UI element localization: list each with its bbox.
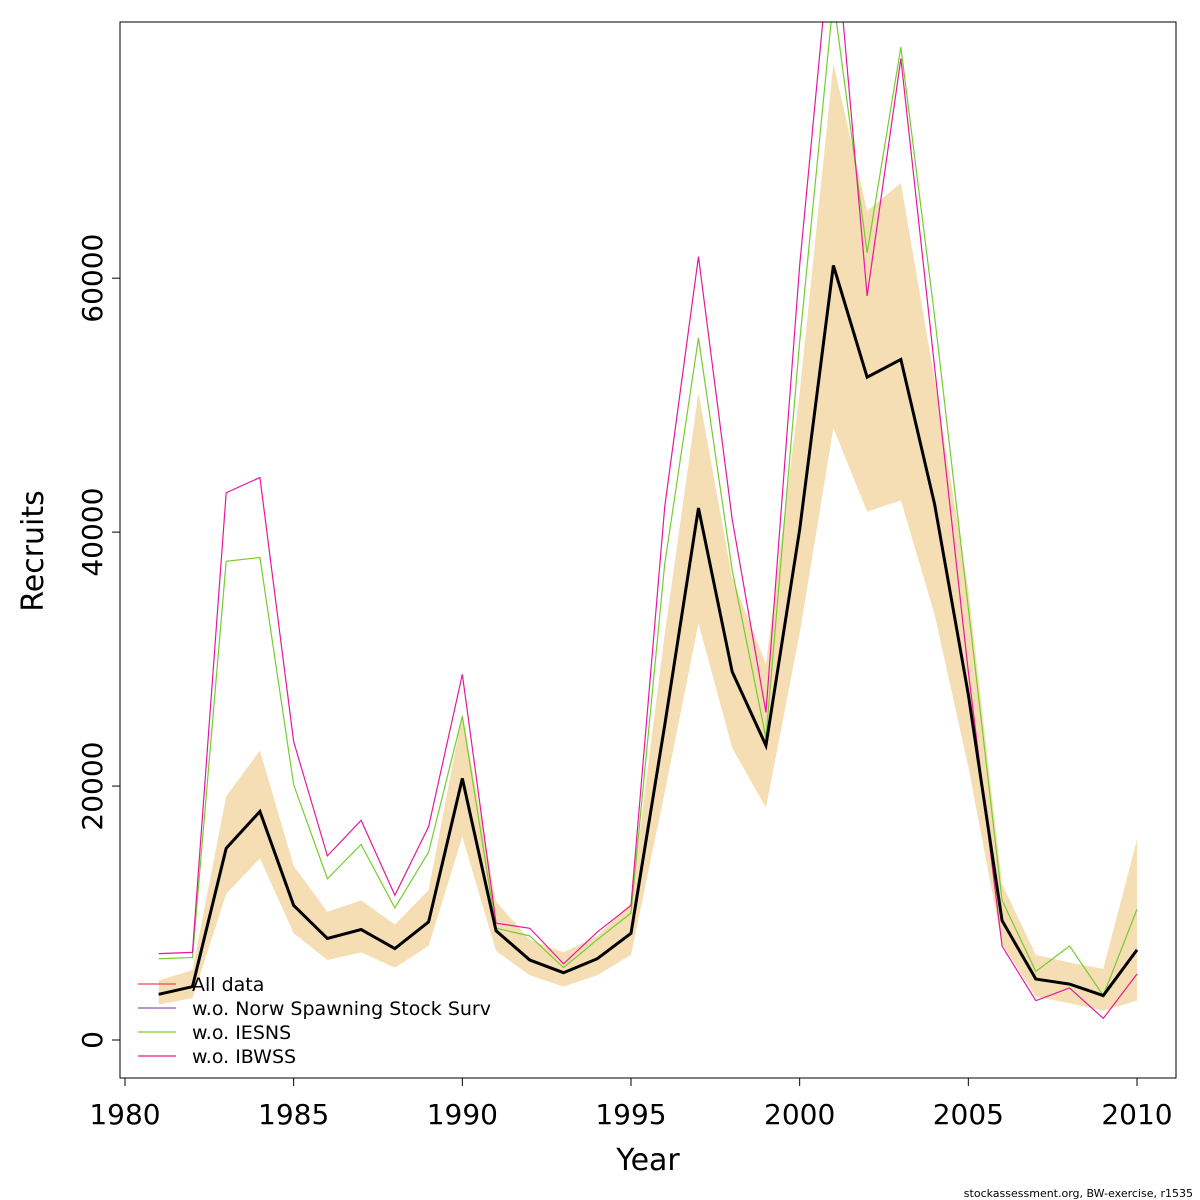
y-tick-label: 20000 xyxy=(76,742,109,831)
y-axis-title: Recruits xyxy=(16,490,51,612)
legend-label-w-o-ibwss: w.o. IBWSS xyxy=(192,1046,296,1068)
series-line-w-o-ibwss xyxy=(158,22,1138,1020)
x-tick-label: 2000 xyxy=(764,1098,835,1131)
series-layer xyxy=(158,22,1139,1020)
confidence-band xyxy=(158,63,1137,1011)
y-axis: 0 20000 40000 60000 xyxy=(76,234,121,1049)
legend-label-w-o-iesns: w.o. IESNS xyxy=(192,1022,291,1044)
x-tick-label: 2010 xyxy=(1101,1098,1172,1131)
series-line-w-o-iesns xyxy=(158,22,1138,997)
x-axis-title: Year xyxy=(615,1143,680,1178)
y-tick-label: 40000 xyxy=(76,488,109,577)
x-tick-label: 1990 xyxy=(427,1098,498,1131)
x-tick-label: 1985 xyxy=(258,1098,329,1131)
x-axis: 1980 1985 1990 1995 2000 2005 2010 xyxy=(89,1077,1173,1131)
series-line-all-data xyxy=(158,265,1139,998)
x-tick-label: 1980 xyxy=(89,1098,160,1131)
y-tick-label: 0 xyxy=(76,1031,109,1049)
legend-label-all-data: All data xyxy=(192,974,264,996)
confidence-band-layer xyxy=(158,63,1137,1011)
credit-text: stockassessment.org, BW-exercise, r1535 xyxy=(964,1187,1193,1200)
y-tick-label: 60000 xyxy=(76,234,109,323)
x-tick-label: 2005 xyxy=(933,1098,1004,1131)
x-tick-label: 1995 xyxy=(595,1098,666,1131)
legend-label-w-o-norw-spawning-stock-surv: w.o. Norw Spawning Stock Surv xyxy=(192,998,491,1020)
